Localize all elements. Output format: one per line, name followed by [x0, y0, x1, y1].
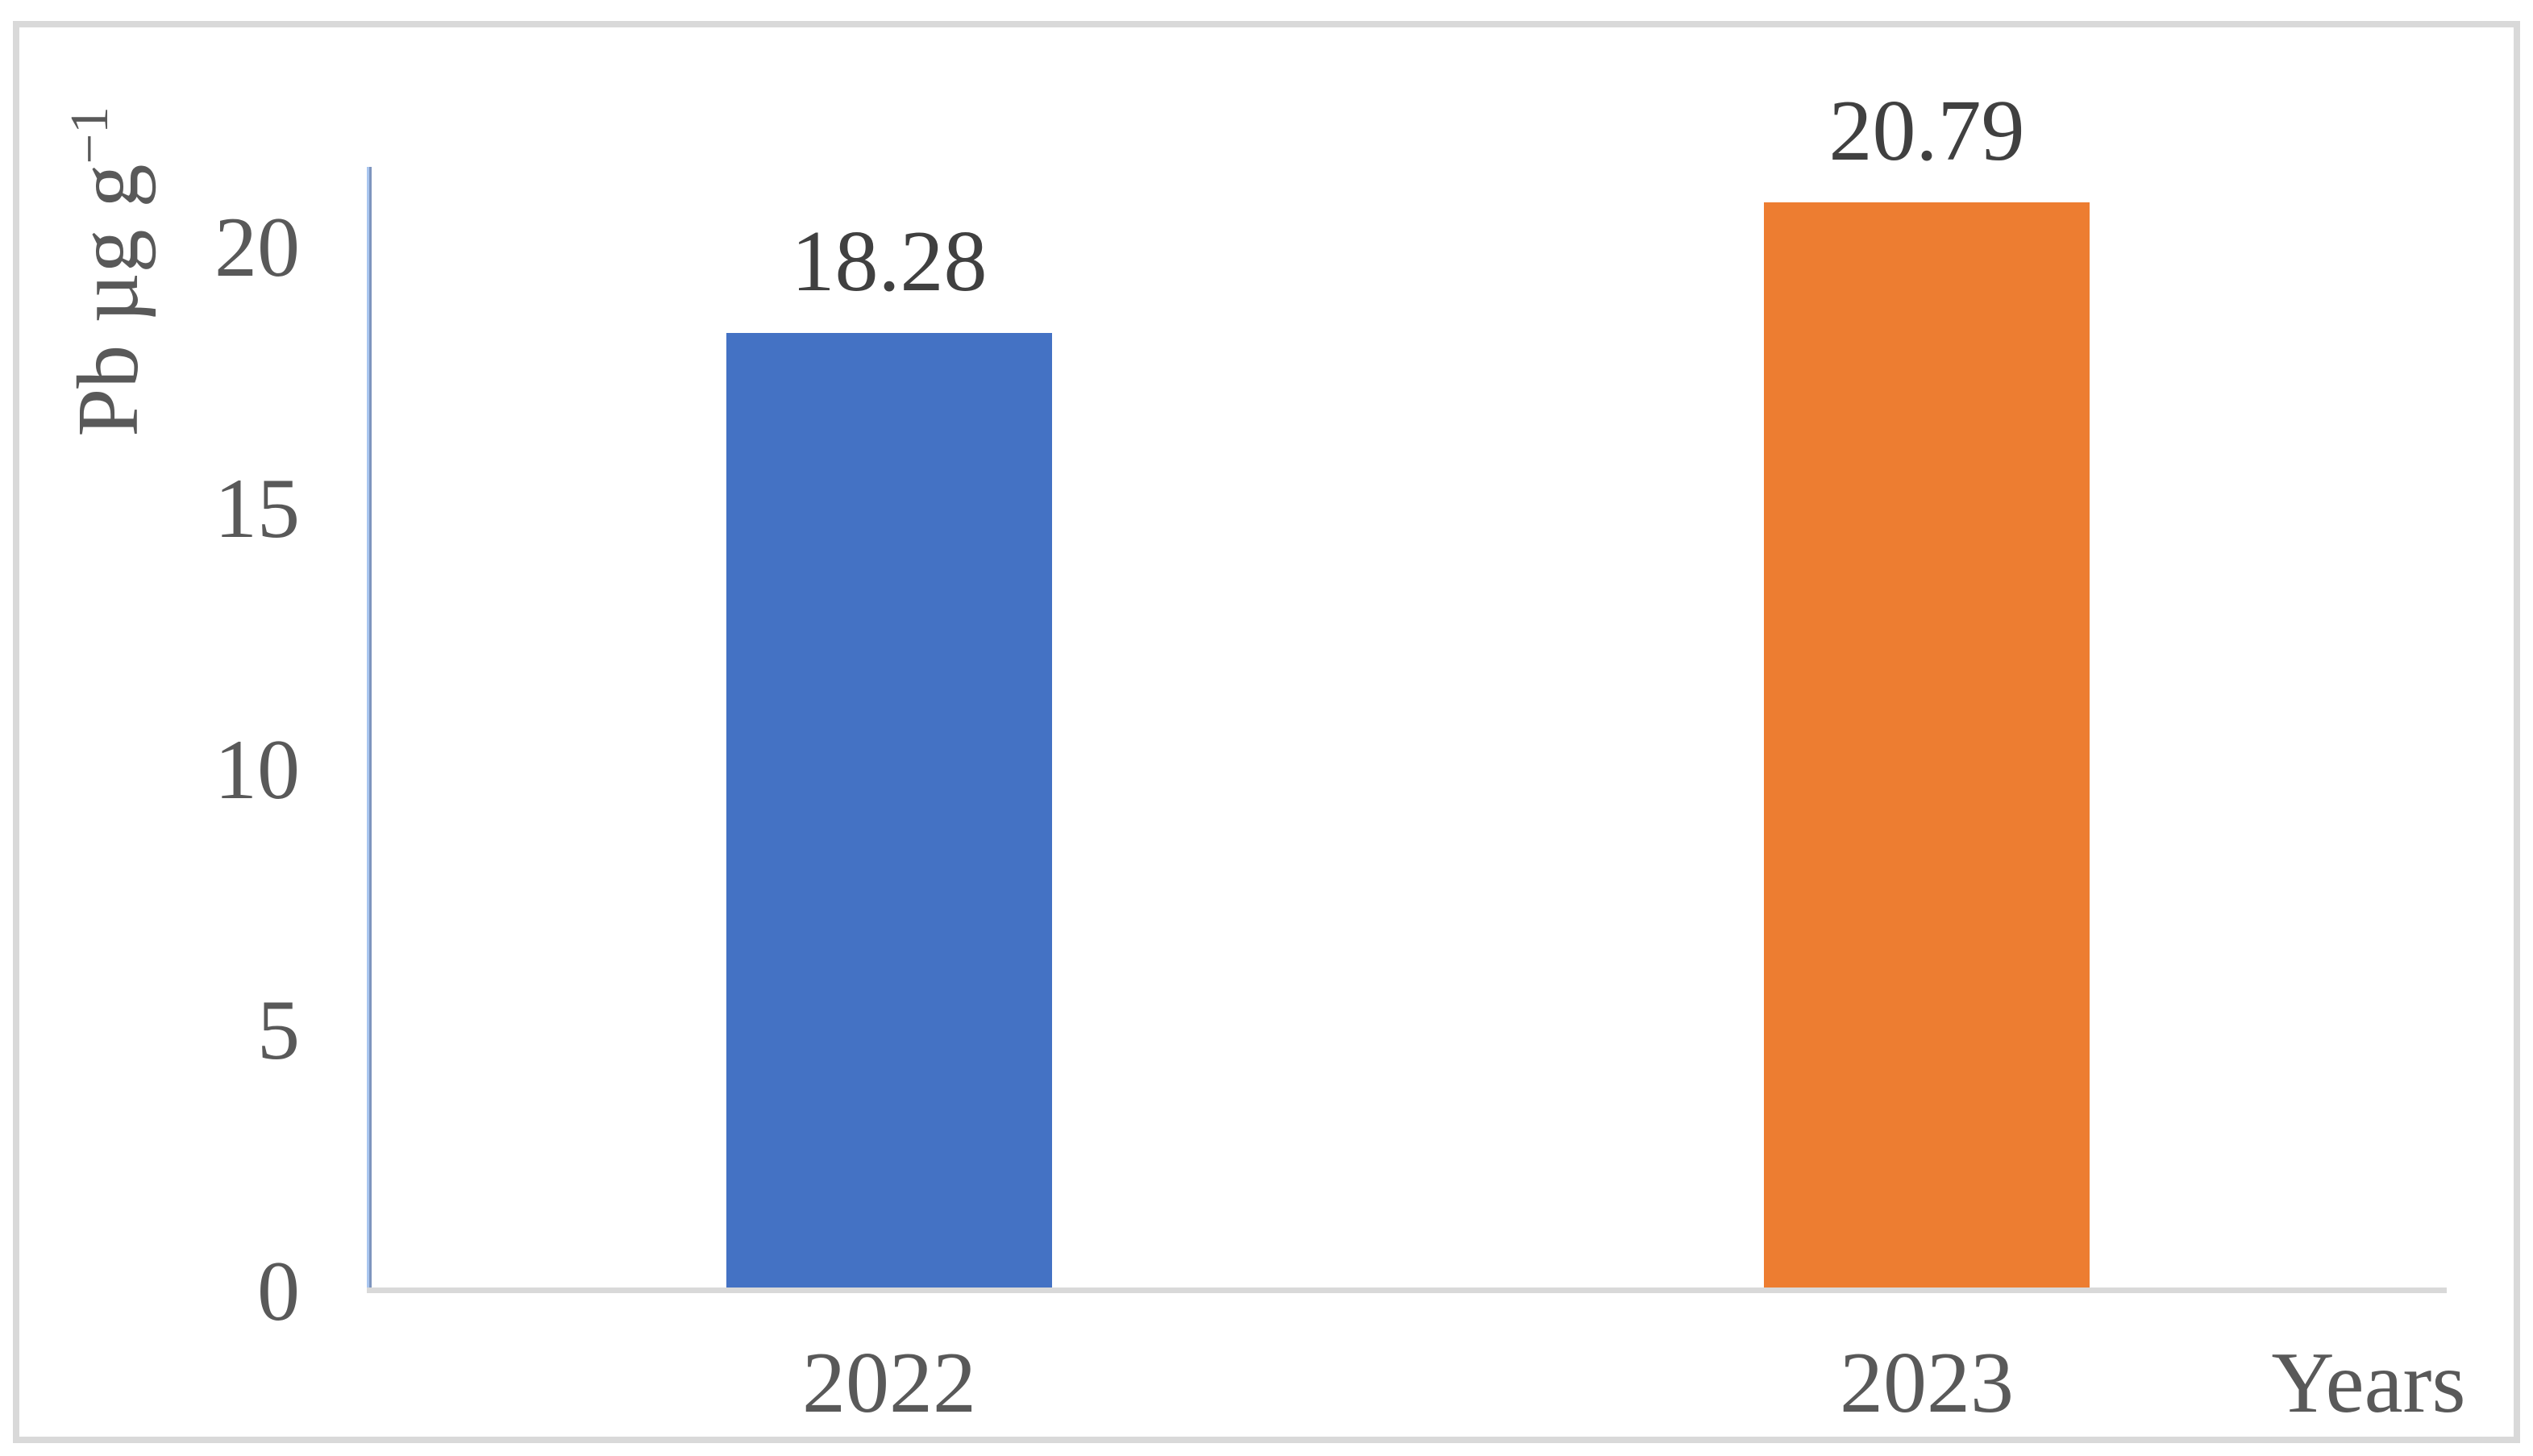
- y-tick-label-15: 15: [214, 461, 300, 555]
- y-tick-label-5: 5: [257, 983, 300, 1077]
- data-label-2022: 18.28: [791, 214, 988, 310]
- x-axis-title: Years: [2271, 1335, 2466, 1431]
- chart-frame-border: [13, 21, 2520, 1443]
- x-tick-label-2023: 2023: [1840, 1335, 2014, 1431]
- bar-2022: [726, 333, 1052, 1288]
- y-tick-label-10: 10: [214, 722, 300, 817]
- y-axis-title-superscript: −1: [60, 106, 119, 164]
- y-tick-label-20: 20: [214, 200, 300, 294]
- bar-2023: [1764, 202, 2090, 1288]
- data-label-2023: 20.79: [1828, 83, 2025, 179]
- x-axis-line: [367, 1288, 2447, 1293]
- y-tick-label-0: 0: [257, 1244, 300, 1338]
- x-tick-label-2022: 2022: [802, 1335, 976, 1431]
- y-axis-line: [367, 167, 372, 1288]
